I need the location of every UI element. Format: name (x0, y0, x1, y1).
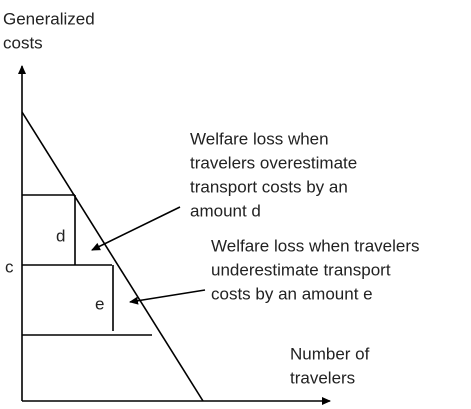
x-axis-label: travelers (290, 368, 355, 387)
x-axis-label: Number of (290, 344, 370, 363)
annotation: travelers overestimate (190, 153, 357, 172)
annotation: amount d (190, 201, 261, 220)
y-axis-label: Generalized (3, 9, 95, 28)
annotation: transport costs by an (190, 177, 348, 196)
annotation: underestimate transport (211, 260, 391, 279)
area-label: e (95, 294, 104, 313)
annotation: costs by an amount e (211, 284, 373, 303)
price-label: c (5, 257, 14, 276)
annotation: Welfare loss when (190, 129, 329, 148)
area-label: d (56, 226, 65, 245)
demand-line (21, 111, 204, 402)
arrow-e (129, 289, 206, 305)
arrow-d (91, 206, 181, 251)
y-axis-label: costs (3, 33, 43, 52)
annotation: Welfare loss when travelers (211, 236, 420, 255)
